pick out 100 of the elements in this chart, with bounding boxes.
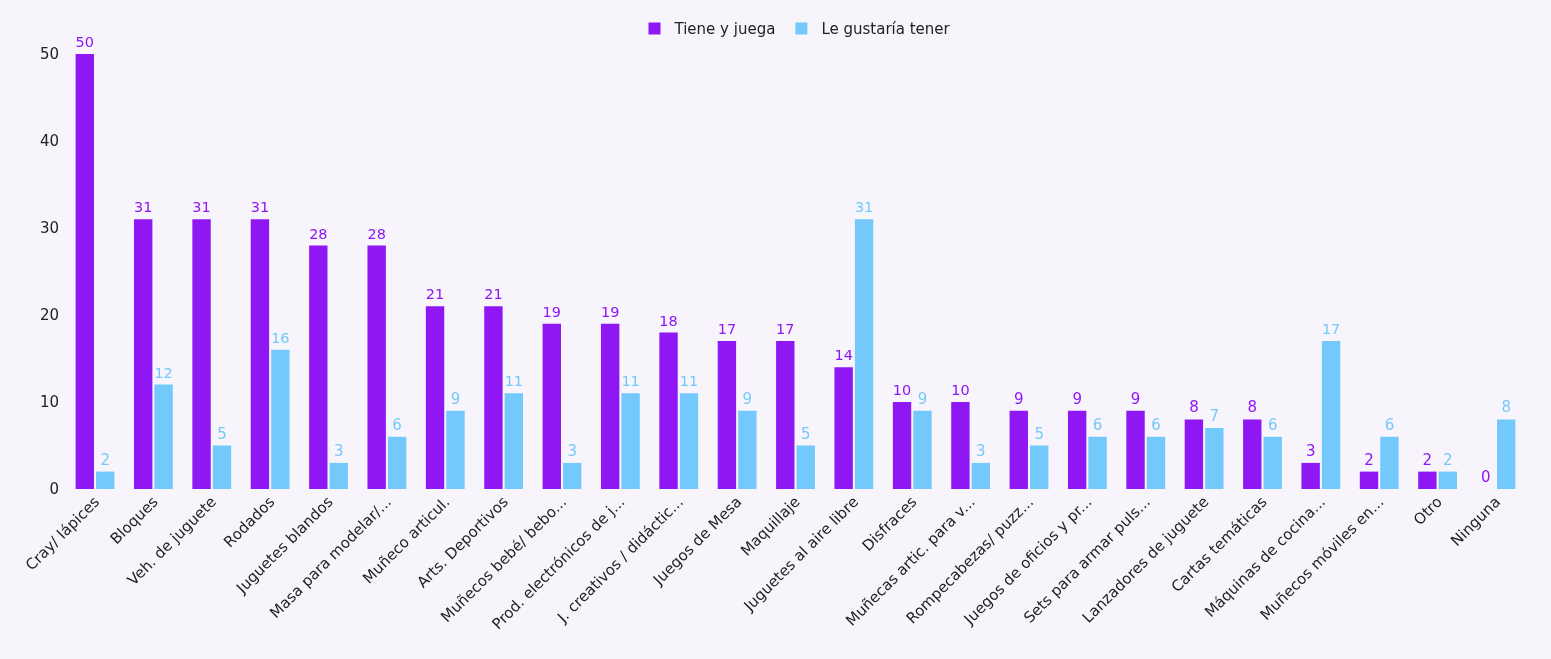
data-label: 11 [679, 373, 699, 390]
bar [1126, 410, 1145, 489]
data-label: 6 [1267, 415, 1278, 434]
bar [659, 332, 678, 489]
bar [329, 462, 348, 489]
data-label: 9 [742, 389, 753, 408]
bar [192, 219, 211, 489]
x-tick-label: Otro [1409, 492, 1446, 529]
bar [1438, 471, 1458, 489]
data-label: 10 [951, 382, 970, 399]
bar [387, 436, 407, 489]
bar [600, 323, 620, 489]
y-tick-label: 40 [39, 132, 59, 151]
data-label: 28 [309, 225, 328, 242]
y-tick-label: 30 [39, 219, 59, 238]
bar [1380, 436, 1399, 489]
bar [621, 393, 640, 489]
bar [892, 402, 912, 489]
bar [1184, 419, 1204, 489]
bar [1321, 341, 1341, 489]
data-label: 3 [333, 441, 344, 460]
bar [854, 219, 874, 489]
bar [309, 245, 328, 489]
y-tick-label: 10 [39, 393, 59, 412]
data-label: 8 [1189, 398, 1199, 417]
data-label: 31 [854, 199, 874, 216]
data-label: 6 [1151, 415, 1161, 434]
data-label: 6 [1384, 415, 1395, 434]
y-tick-label: 0 [49, 480, 59, 499]
data-label: 9 [917, 389, 928, 408]
data-label: 12 [154, 364, 173, 381]
data-label: 8 [1247, 398, 1258, 417]
bar [1359, 471, 1379, 489]
bar [1497, 419, 1516, 489]
bar [271, 349, 290, 489]
data-label: 6 [392, 415, 402, 434]
bar [1030, 445, 1049, 489]
bar [367, 245, 386, 489]
bar [133, 219, 153, 489]
bar [796, 445, 815, 489]
bar [1243, 419, 1262, 489]
bar [212, 445, 232, 489]
bar [1263, 436, 1282, 489]
bar [425, 306, 445, 489]
data-label: 0 [1480, 468, 1491, 486]
bar [75, 54, 94, 489]
data-label: 11 [504, 373, 524, 390]
bar [1301, 462, 1320, 489]
bar [1067, 410, 1087, 489]
data-label: 17 [776, 321, 795, 338]
data-label: 3 [976, 441, 986, 460]
data-label: 31 [192, 199, 211, 216]
data-label: 2 [1443, 450, 1453, 469]
data-label: 9 [450, 389, 461, 408]
y-tick-label: 20 [39, 306, 59, 325]
data-label: 14 [834, 347, 853, 364]
bar [1418, 471, 1437, 489]
data-label: 5 [1034, 424, 1044, 443]
data-label: 18 [659, 312, 678, 329]
bar [717, 341, 737, 489]
data-label: 3 [567, 441, 577, 460]
bar [738, 410, 757, 489]
data-label: 19 [542, 303, 561, 320]
bar [250, 219, 270, 489]
data-label: 8 [1501, 398, 1511, 417]
bar [913, 410, 932, 489]
y-tick-label: 50 [39, 45, 59, 64]
data-label: 17 [717, 321, 737, 338]
data-label: 21 [484, 286, 503, 303]
data-label: 5 [217, 424, 227, 443]
legend-label: Le gustaría tener [821, 20, 951, 39]
data-label: 19 [600, 303, 620, 320]
data-label: 6 [1092, 415, 1103, 434]
data-label: 2 [1422, 450, 1433, 469]
data-label: 5 [800, 424, 811, 443]
bar [484, 306, 503, 489]
data-label: 9 [1014, 389, 1024, 408]
data-label: 7 [1209, 407, 1220, 426]
data-label: 10 [892, 382, 912, 399]
bar [1009, 410, 1028, 489]
data-label: 17 [1321, 321, 1341, 338]
bar [504, 393, 524, 489]
bar [154, 384, 173, 489]
bar [971, 462, 991, 489]
bar [446, 410, 465, 489]
data-label: 2 [1364, 450, 1374, 469]
bar [679, 393, 699, 489]
bar [951, 402, 970, 489]
data-label: 21 [425, 286, 445, 303]
data-label: 16 [271, 329, 290, 346]
data-label: 31 [134, 199, 153, 216]
bar [1146, 436, 1166, 489]
data-label: 50 [75, 34, 94, 51]
data-label: 11 [621, 373, 640, 390]
data-label: 2 [100, 450, 111, 469]
bar [1088, 436, 1107, 489]
bar [542, 323, 561, 489]
bar [776, 341, 795, 489]
bar [96, 471, 115, 489]
data-label: 28 [367, 225, 386, 242]
